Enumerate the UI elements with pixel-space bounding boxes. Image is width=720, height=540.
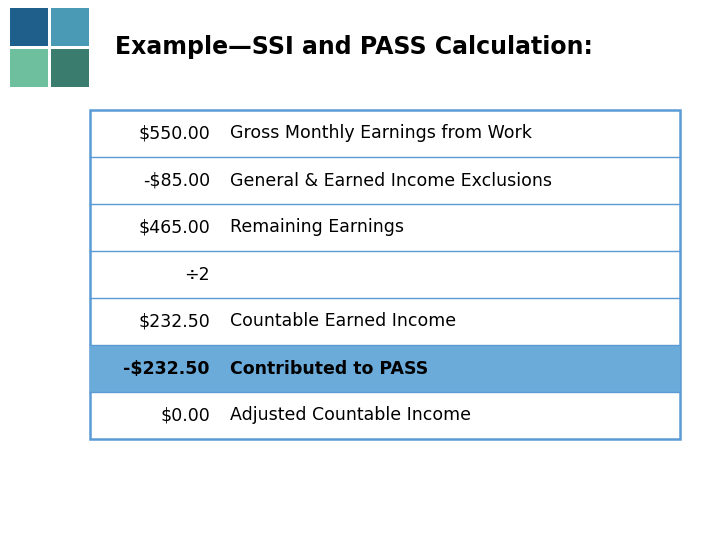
Bar [90,345,680,392]
Text: -$85.00: -$85.00 [143,172,210,190]
Text: Gross Monthly Earnings from Work: Gross Monthly Earnings from Work [230,125,532,143]
Text: Example—SSI and PASS Calculation:: Example—SSI and PASS Calculation: [115,35,593,59]
Bar [10,49,48,87]
Text: General & Earned Income Exclusions: General & Earned Income Exclusions [230,172,552,190]
Text: Adjusted Countable Income: Adjusted Countable Income [230,407,471,424]
Text: ÷2: ÷2 [184,266,210,284]
Bar [51,8,89,46]
Bar [90,110,680,439]
Text: $0.00: $0.00 [161,407,210,424]
Text: Contributed to PASS: Contributed to PASS [230,360,428,377]
Bar [51,49,89,87]
Text: $232.50: $232.50 [138,313,210,330]
Text: -$232.50: -$232.50 [124,360,210,377]
Text: Countable Earned Income: Countable Earned Income [230,313,456,330]
Text: $550.00: $550.00 [138,125,210,143]
Bar [10,8,48,46]
Text: $465.00: $465.00 [138,219,210,237]
Text: Remaining Earnings: Remaining Earnings [230,219,404,237]
